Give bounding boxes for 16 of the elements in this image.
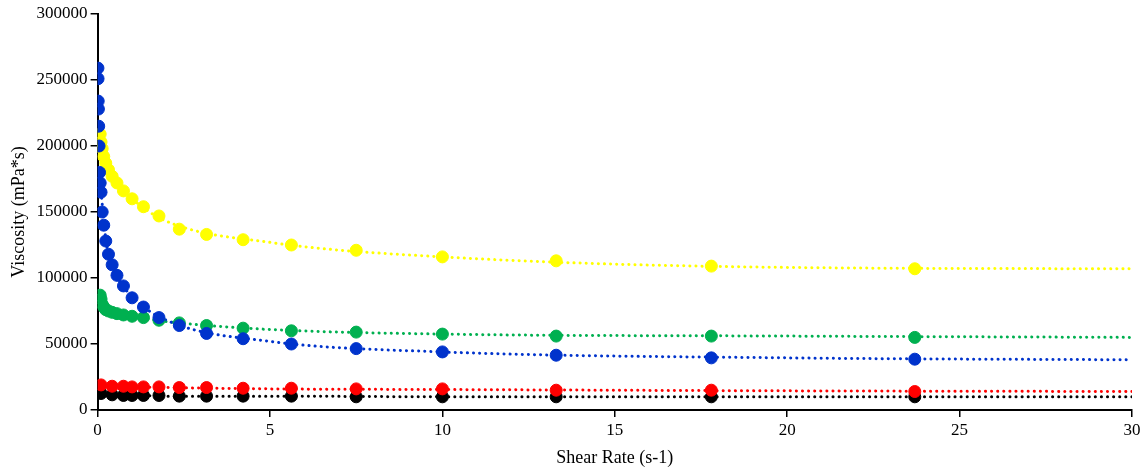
x-tick-label: 30 (1123, 419, 1141, 439)
x-tick-label: 25 (951, 419, 969, 439)
y-tick-label: 0 (79, 399, 88, 419)
y-tick-label: 100000 (36, 267, 88, 287)
x-tick-label: 5 (265, 419, 275, 439)
x-tick-label: 0 (93, 419, 102, 439)
x-tick-label: 15 (606, 419, 624, 439)
x-tick-label: 20 (778, 419, 796, 439)
x-tick-label: 10 (433, 419, 451, 439)
y-tick-label: 50000 (45, 333, 88, 353)
y-axis-title: Viscosity (mPa*s) (7, 146, 29, 278)
y-tick-label: 150000 (36, 201, 88, 221)
y-tick-label: 200000 (36, 135, 88, 155)
y-tick-label: 250000 (36, 69, 88, 89)
x-axis-title: Shear Rate (s-1) (556, 446, 674, 468)
y-tick-label: 300000 (36, 3, 88, 23)
